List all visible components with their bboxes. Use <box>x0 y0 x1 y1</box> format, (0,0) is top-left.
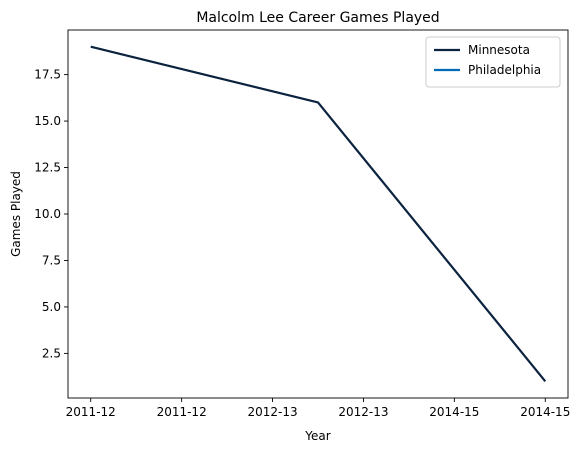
y-axis-label: Games Played <box>9 171 23 257</box>
x-axis: 2011-12 2011-12 2012-13 2012-13 2014-15 2014-… <box>66 398 570 419</box>
chart-title: Malcolm Lee Career Games Played <box>196 10 439 26</box>
y-tick-label: 7.5 <box>42 253 61 267</box>
x-tick-label: 2012-13 <box>247 405 297 419</box>
y-tick-label: 17.5 <box>34 68 61 82</box>
y-tick-label: 5.0 <box>42 300 61 314</box>
x-axis-label: Year <box>304 429 330 443</box>
legend: Minnesota Philadelphia <box>425 36 561 88</box>
series-line-minnesota <box>90 45 547 382</box>
y-axis: 2.5 5.0 7.5 10.0 12.5 15.0 17.5 <box>34 68 68 360</box>
legend-label: Minnesota <box>468 43 530 57</box>
x-tick-label: 2014-15 <box>520 405 570 419</box>
legend-label: Philadelphia <box>468 63 541 77</box>
x-tick-label: 2014-15 <box>429 405 479 419</box>
y-tick-label: 12.5 <box>34 161 61 175</box>
plot-frame <box>67 29 569 399</box>
x-tick-label: 2011-12 <box>157 405 207 419</box>
y-tick-label: 2.5 <box>42 346 61 360</box>
x-tick-label: 2012-13 <box>338 405 388 419</box>
y-tick-label: 15.0 <box>34 114 61 128</box>
y-tick-label: 10.0 <box>34 207 61 221</box>
x-tick-label: 2011-12 <box>66 405 116 419</box>
series-layer <box>90 45 547 382</box>
